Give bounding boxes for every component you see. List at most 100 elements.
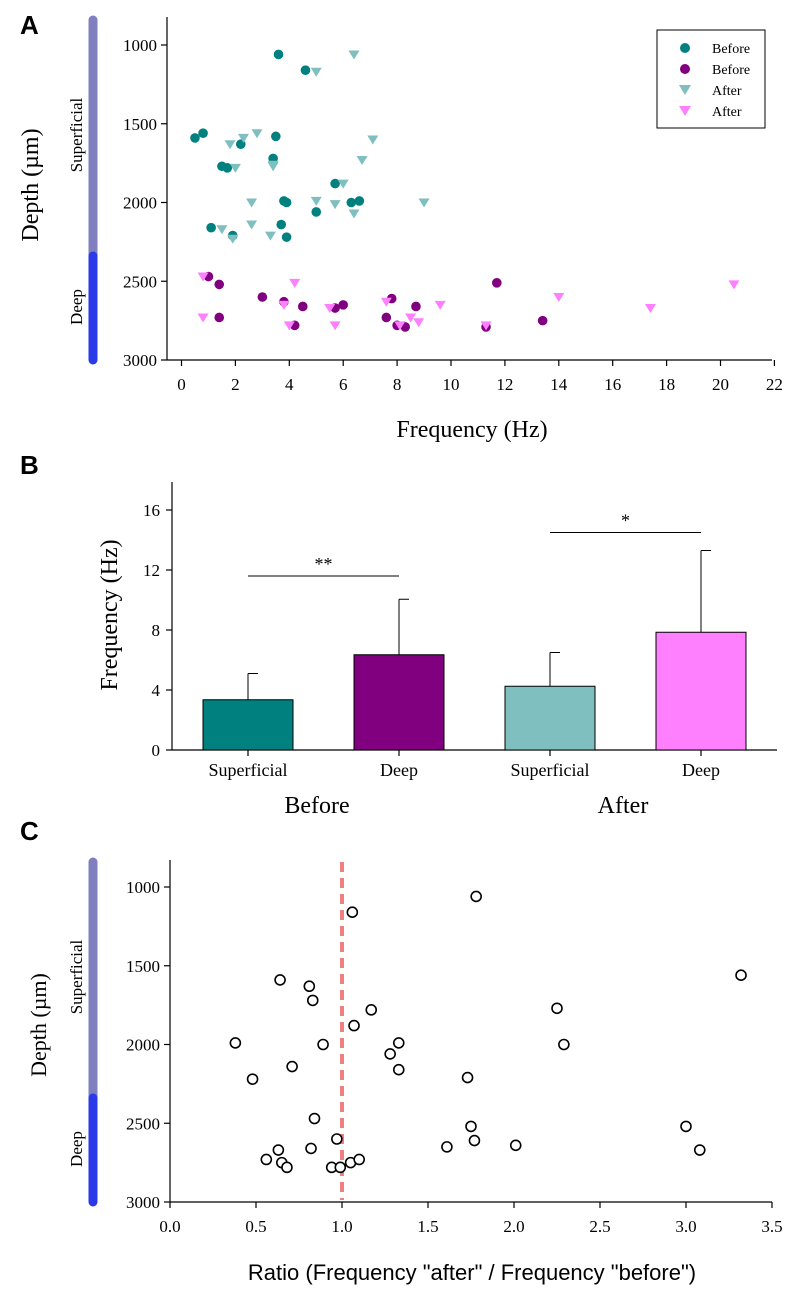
bar-superficial <box>202 699 294 751</box>
point-before-superficial <box>190 133 200 143</box>
panel-a-x-tick-label: 12 <box>496 375 513 394</box>
point-before-deep <box>492 278 502 288</box>
panel-c-superficial-label: Superficial <box>67 939 86 1014</box>
point-before-superficial <box>281 197 292 208</box>
ratio-point <box>331 1133 343 1145</box>
panel-a-x-tick-label: 20 <box>712 375 729 394</box>
panel-c-x-ticks: 0.0 0.5 1.0 1.5 2.0 2.5 3.0 3.5 <box>159 1202 783 1236</box>
ratio-point <box>272 1144 285 1156</box>
point-after-superficial <box>251 129 263 139</box>
point-after-superficial <box>227 234 239 244</box>
point-after-superficial <box>246 198 258 208</box>
legend-marker-before-deep <box>680 64 690 74</box>
ratio-point <box>353 1153 366 1166</box>
panel-a-x-tick-label: 14 <box>550 375 568 394</box>
panel-c-x-axis-label: Ratio (Frequency "after" / Frequency "be… <box>248 1260 696 1285</box>
ratio-point <box>317 1038 329 1051</box>
point-after-deep <box>324 304 336 314</box>
panel-a-superficial-label: Superficial <box>67 97 86 172</box>
panel-a-x-tick-label: 0 <box>177 375 186 394</box>
point-after-superficial <box>348 50 360 60</box>
point-after-superficial <box>216 225 228 235</box>
panel-a-y-axis-label: Depth (µm) <box>18 128 44 241</box>
point-after-deep <box>405 313 417 323</box>
panel-a-x-tick-label: 16 <box>604 375 621 394</box>
point-before-superficial <box>330 178 340 189</box>
point-before-deep <box>537 315 548 326</box>
panel-b-significance: *** <box>248 511 701 577</box>
panel-b-y-axis-label: Frequency (Hz) <box>97 539 123 690</box>
point-after-superficial <box>229 163 241 173</box>
panel-a-x-tick-label: 6 <box>339 375 348 394</box>
panel-b-y-tick-label: 16 <box>143 501 160 520</box>
point-after-deep <box>434 300 446 310</box>
point-before-deep <box>411 301 421 312</box>
panel-a-x-axis-label: Frequency (Hz) <box>396 417 547 443</box>
point-before-superficial <box>281 232 292 242</box>
point-after-deep <box>394 321 406 331</box>
panel-a-x-ticks: 0 2 4 6 8 10 12 14 16 18 20 22 <box>177 360 783 394</box>
panel-c-x-tick-label: 3.5 <box>761 1217 782 1236</box>
ratio-point <box>308 1112 321 1125</box>
point-before-deep <box>257 292 268 302</box>
panel-b-category-label: Superficial <box>511 760 590 780</box>
ratio-point <box>334 1161 347 1174</box>
point-after-superficial <box>237 133 249 143</box>
panel-b-label: B <box>20 450 39 480</box>
panel-b-group-before: Before <box>284 793 349 819</box>
panel-c-y-ticks: 1000 1500 2000 2500 3000 <box>126 878 170 1212</box>
panel-c-y-tick-label: 3000 <box>126 1193 160 1212</box>
ratio-point <box>735 969 747 982</box>
ratio-point <box>470 890 482 903</box>
point-after-superficial <box>246 220 258 230</box>
point-after-superficial <box>267 160 279 170</box>
ratio-point <box>286 1060 298 1073</box>
panel-a-y-tick-label: 1500 <box>123 115 157 134</box>
point-after-superficial <box>224 140 236 150</box>
ratio-point <box>551 1002 563 1015</box>
point-after-deep <box>728 280 740 290</box>
point-before-superficial <box>198 128 208 138</box>
legend-marker-after-deep <box>679 106 691 116</box>
panel-b-y-tick-label: 8 <box>152 621 161 640</box>
point-after-deep <box>553 293 565 302</box>
point-after-deep <box>283 321 295 331</box>
panel-a-x-tick-label: 4 <box>285 375 294 394</box>
panel-a-legend-box <box>656 29 766 129</box>
panel-c-x-tick-label: 1.5 <box>417 1217 438 1236</box>
point-after-deep <box>413 318 425 328</box>
ratio-point <box>229 1037 242 1049</box>
panel-c-y-tick-label: 1000 <box>126 878 160 897</box>
legend-label-after-superficial: After <box>712 84 742 99</box>
point-after-deep <box>329 321 341 331</box>
point-before-superficial <box>273 49 284 60</box>
ratio-point <box>461 1071 474 1084</box>
panel-c-deep-label: Deep <box>67 1131 86 1167</box>
point-after-superficial <box>418 198 430 208</box>
panel-a-x-tick-label: 18 <box>658 375 675 394</box>
legend-label-before-deep: Before <box>712 63 750 78</box>
point-before-deep <box>214 279 225 290</box>
point-before-superficial <box>354 196 365 206</box>
panel-a-deep-label: Deep <box>67 289 86 325</box>
ratio-point <box>303 980 316 993</box>
point-before-superficial <box>346 197 357 208</box>
panel-b-category-labels: Superficial Deep Superficial Deep <box>209 760 720 780</box>
panel-a-y-tick-label: 1000 <box>123 36 157 55</box>
bar-superficial <box>504 685 596 751</box>
point-after-deep <box>278 300 290 310</box>
ratio-point <box>346 906 359 919</box>
legend-label-after-deep: After <box>712 105 742 120</box>
ratio-point <box>246 1073 259 1085</box>
panel-a-x-tick-label: 10 <box>443 375 460 394</box>
ratio-point <box>693 1144 706 1156</box>
panel-a-x-tick-label: 8 <box>393 375 402 394</box>
panel-c-x-tick-label: 0.0 <box>159 1217 180 1236</box>
point-after-superficial <box>356 155 368 165</box>
panel-a-y-tick-label: 3000 <box>123 351 157 370</box>
panel-c-label: C <box>20 816 39 846</box>
panel-b-category-label: Superficial <box>209 760 288 780</box>
panel-a-points <box>190 49 740 332</box>
